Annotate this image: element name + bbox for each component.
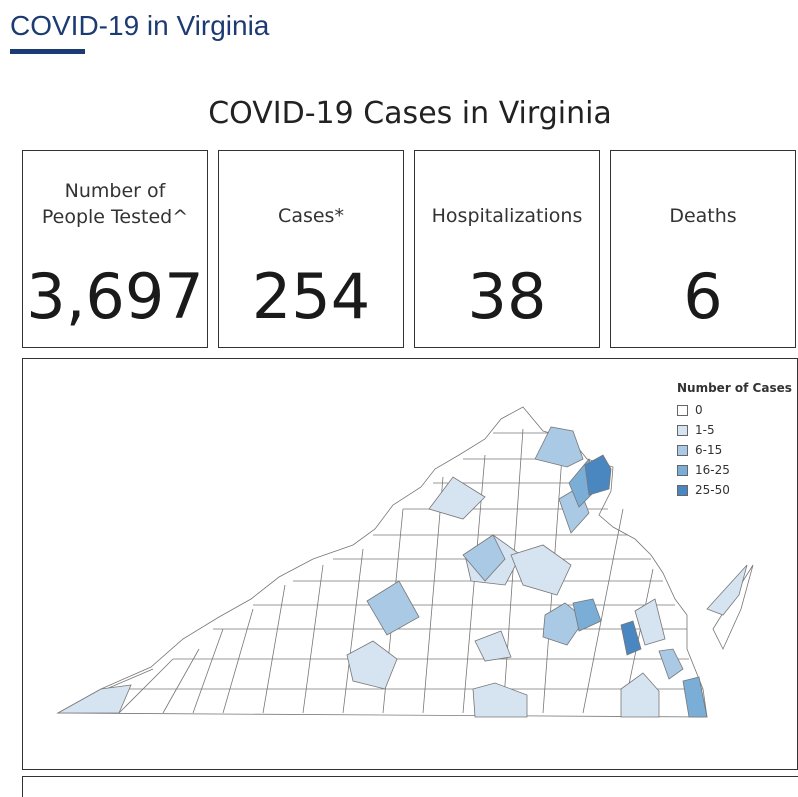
- legend-swatch: [677, 424, 688, 436]
- county-1-5-south-central: [474, 630, 512, 662]
- county-6-15-roanoke: [366, 580, 420, 636]
- county-6-15-hampton: [658, 648, 684, 680]
- page-heading: COVID-19 in Virginia: [10, 10, 270, 41]
- legend-label: 6-15: [695, 443, 723, 457]
- legend-swatch: [677, 484, 688, 496]
- legend-item-25-50[interactable]: 25-50: [677, 480, 792, 500]
- stat-label-hospitalizations: Hospitalizations: [431, 205, 583, 227]
- stat-value-deaths: 6: [683, 260, 723, 333]
- county-1-5-central-east: [510, 544, 572, 596]
- legend-item-16-25[interactable]: 16-25: [677, 460, 792, 480]
- stat-card-hospitalizations: Hospitalizations 38: [414, 150, 600, 348]
- legend-item-1-5[interactable]: 1-5: [677, 420, 792, 440]
- legend-swatch: [677, 444, 688, 456]
- stat-card-tested: Number of People Tested^ 3,697: [22, 150, 208, 348]
- stat-value-tested: 3,697: [26, 260, 204, 333]
- virginia-map-graphic[interactable]: [23, 359, 798, 771]
- stat-card-deaths: Deaths 6: [610, 150, 796, 348]
- county-1-5-peninsula: [634, 598, 666, 646]
- county-6-15-loudoun: [534, 426, 584, 468]
- legend-swatch: [677, 464, 688, 476]
- stat-label-deaths: Deaths: [669, 205, 737, 227]
- legend-item-0[interactable]: 0: [677, 400, 792, 420]
- legend-label: 25-50: [695, 483, 730, 497]
- county-1-5-west: [56, 684, 132, 714]
- county-16-25-virginia-beach: [682, 676, 708, 718]
- stat-card-cases: Cases* 254: [218, 150, 404, 348]
- map-legend: Number of Cases 0 1-5 6-15 16-25 25-50: [677, 381, 792, 500]
- virginia-case-map[interactable]: Number of Cases 0 1-5 6-15 16-25 25-50: [22, 358, 798, 770]
- county-6-15-albemarle: [462, 534, 506, 582]
- county-1-5-north: [428, 476, 486, 520]
- county-25-50-arlington: [584, 454, 612, 496]
- legend-label: 16-25: [695, 463, 730, 477]
- stat-label-cases: Cases*: [278, 205, 344, 227]
- legend-title: Number of Cases: [677, 381, 792, 395]
- county-6-15-henrico: [542, 602, 586, 646]
- legend-label: 0: [695, 403, 703, 417]
- county-1-5-east: [620, 672, 660, 718]
- county-1-5-southside: [472, 682, 528, 718]
- stat-label-tested: Number of People Tested^: [41, 180, 189, 228]
- legend-label: 1-5: [695, 423, 715, 437]
- dashboard-title: COVID-19 Cases in Virginia: [208, 96, 612, 131]
- stat-value-cases: 254: [251, 260, 371, 333]
- heading-underline: [10, 49, 85, 54]
- county-1-5-southwest: [346, 640, 398, 690]
- stat-value-hospitalizations: 38: [467, 260, 547, 333]
- virginia-state-outline: [56, 406, 708, 718]
- county-25-50-james-city: [620, 620, 642, 656]
- county-16-25-richmond: [572, 598, 602, 632]
- legend-item-6-15[interactable]: 6-15: [677, 440, 792, 460]
- county-1-5-shore: [706, 564, 748, 616]
- legend-swatch: [677, 404, 688, 416]
